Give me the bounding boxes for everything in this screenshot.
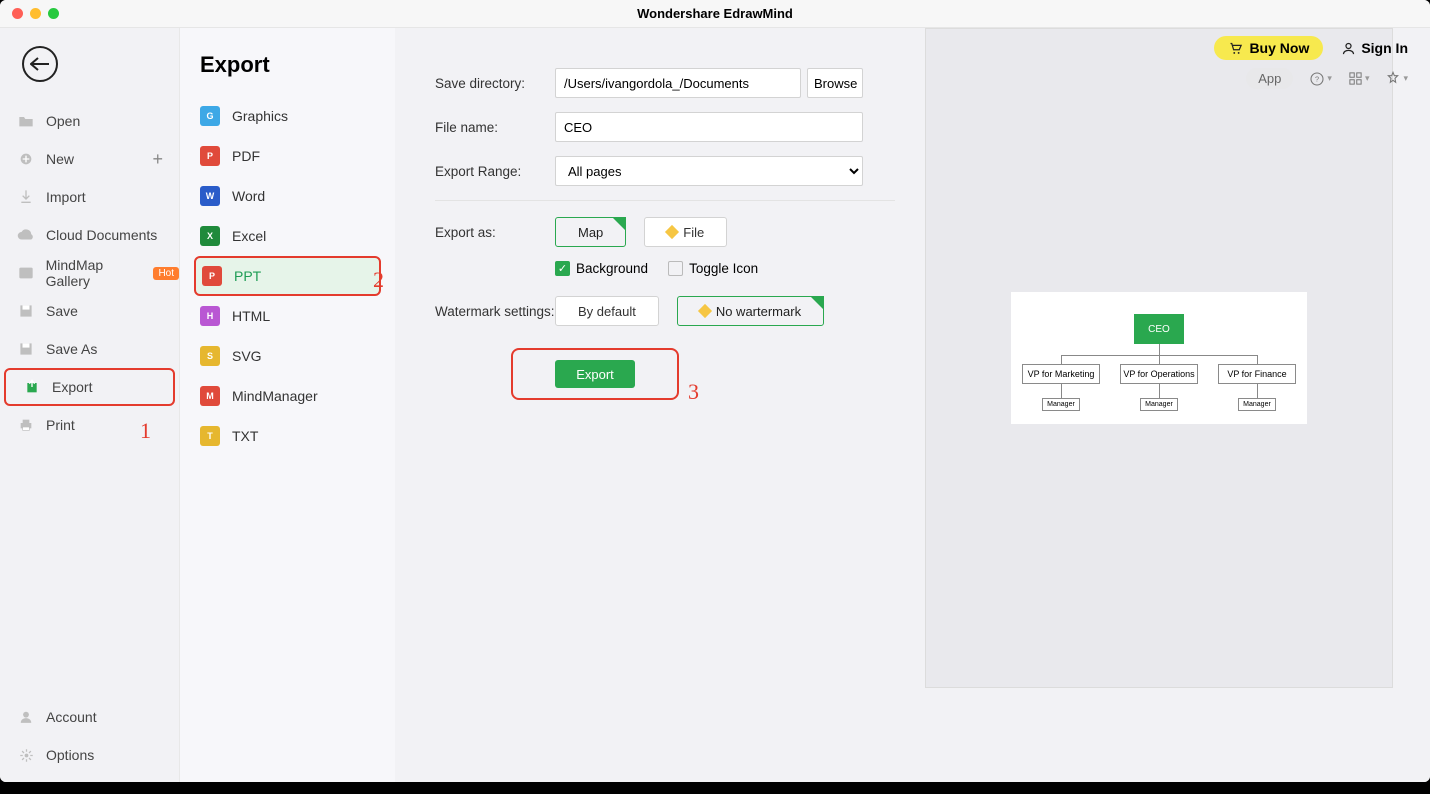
format-excel[interactable]: XExcel: [194, 216, 381, 256]
chart-node-vp: VP for Finance: [1218, 364, 1296, 384]
watermark-default-option[interactable]: By default: [555, 296, 659, 326]
hot-badge: Hot: [153, 267, 179, 280]
export-as-file-option[interactable]: File: [644, 217, 727, 247]
sidebar-item-new[interactable]: New+: [0, 140, 179, 178]
sidebar-item-import[interactable]: Import: [0, 178, 179, 216]
file-name-input[interactable]: [555, 112, 863, 142]
doc-plus-icon: [16, 151, 36, 167]
annotation-3: 3: [688, 379, 699, 405]
export-button-highlight: Export: [511, 348, 679, 400]
browse-button[interactable]: Browse: [807, 68, 863, 98]
format-html[interactable]: HHTML: [194, 296, 381, 336]
sidebar-item-print[interactable]: Print: [0, 406, 179, 444]
print-icon: [16, 418, 36, 432]
format-txt[interactable]: TTXT: [194, 416, 381, 456]
watermark-none-option[interactable]: No wartermark: [677, 296, 824, 326]
sidebar-item-cloud-documents[interactable]: Cloud Documents: [0, 216, 179, 254]
sign-in-button[interactable]: Sign In: [1341, 40, 1408, 56]
folder-icon: [16, 114, 36, 128]
sidebar-item-export[interactable]: Export: [4, 368, 175, 406]
chart-node-mgr: Manager: [1042, 398, 1080, 411]
chart-node-vp: VP for Operations: [1120, 364, 1198, 384]
theme-icon[interactable]: ▾: [1385, 71, 1408, 87]
titlebar: Wondershare EdrawMind: [0, 0, 1430, 28]
background-checkbox[interactable]: ✓Background: [555, 261, 648, 276]
window-title: Wondershare EdrawMind: [0, 6, 1430, 21]
toggle-icon-checkbox[interactable]: Toggle Icon: [668, 261, 758, 276]
format-icon: P: [200, 146, 220, 166]
export-panel: Save directory: Browse File name: Export…: [395, 28, 1430, 782]
save-directory-input[interactable]: [555, 68, 801, 98]
sidebar-item-account[interactable]: Account: [0, 698, 179, 736]
annotation-1: 1: [140, 418, 151, 444]
export-range-select[interactable]: All pages: [555, 156, 863, 186]
sidebar-item-open[interactable]: Open: [0, 102, 179, 140]
sidebar-item-options[interactable]: Options: [0, 736, 179, 774]
export-formats-sidebar: Export GGraphicsPPDFWWordXExcelPPPTHHTML…: [180, 28, 395, 782]
format-svg[interactable]: SSVG: [194, 336, 381, 376]
help-icon[interactable]: ? ▾: [1309, 71, 1332, 87]
format-icon: P: [202, 266, 222, 286]
chart-node-mgr: Manager: [1238, 398, 1276, 411]
chart-node-vp: VP for Marketing: [1022, 364, 1100, 384]
sidebar-item-save[interactable]: Save: [0, 292, 179, 330]
label-export-range: Export Range:: [435, 164, 555, 179]
format-word[interactable]: WWord: [194, 176, 381, 216]
export-as-map-option[interactable]: Map: [555, 217, 626, 247]
download-icon: [16, 189, 36, 205]
chart-node-mgr: Manager: [1140, 398, 1178, 411]
chart-node-ceo: CEO: [1134, 314, 1184, 344]
preview-panel: CEO VP for Marketing VP for Operations V…: [925, 28, 1393, 688]
gallery-icon: [16, 266, 36, 280]
user-icon: [1341, 41, 1356, 56]
buy-now-button[interactable]: Buy Now: [1214, 36, 1323, 60]
save-as-icon: [16, 342, 36, 356]
format-icon: T: [200, 426, 220, 446]
app-tab[interactable]: App: [1246, 68, 1293, 89]
cloud-icon: [16, 229, 36, 241]
format-icon: W: [200, 186, 220, 206]
label-file-name: File name:: [435, 120, 555, 135]
diamond-icon: [665, 225, 679, 239]
format-icon: M: [200, 386, 220, 406]
label-watermark: Watermark settings:: [435, 304, 555, 319]
format-ppt[interactable]: PPPT: [194, 256, 381, 296]
back-button[interactable]: [22, 46, 58, 82]
export-button[interactable]: Export: [555, 360, 635, 388]
sidebar-item-save-as[interactable]: Save As: [0, 330, 179, 368]
format-icon: G: [200, 106, 220, 126]
file-sidebar: OpenNew+ImportCloud DocumentsMindMap Gal…: [0, 28, 180, 782]
format-icon: S: [200, 346, 220, 366]
annotation-2: 2: [373, 267, 384, 293]
plus-icon[interactable]: +: [152, 149, 163, 170]
format-mindmanager[interactable]: MMindManager: [194, 376, 381, 416]
org-chart-preview: CEO VP for Marketing VP for Operations V…: [1011, 292, 1307, 424]
format-graphics[interactable]: GGraphics: [194, 96, 381, 136]
export-icon: [22, 379, 42, 395]
cart-icon: [1228, 41, 1243, 56]
label-save-directory: Save directory:: [435, 76, 555, 91]
grid-icon[interactable]: ▾: [1348, 71, 1370, 86]
format-icon: H: [200, 306, 220, 326]
format-icon: X: [200, 226, 220, 246]
user-icon: [16, 710, 36, 724]
sidebar-item-mindmap-gallery[interactable]: MindMap GalleryHot: [0, 254, 179, 292]
gear-icon: [16, 748, 36, 763]
label-export-as: Export as:: [435, 225, 555, 240]
save-icon: [16, 304, 36, 318]
format-pdf[interactable]: PPDF: [194, 136, 381, 176]
diamond-icon: [698, 304, 712, 318]
svg-text:?: ?: [1315, 74, 1319, 83]
export-title: Export: [200, 52, 381, 78]
